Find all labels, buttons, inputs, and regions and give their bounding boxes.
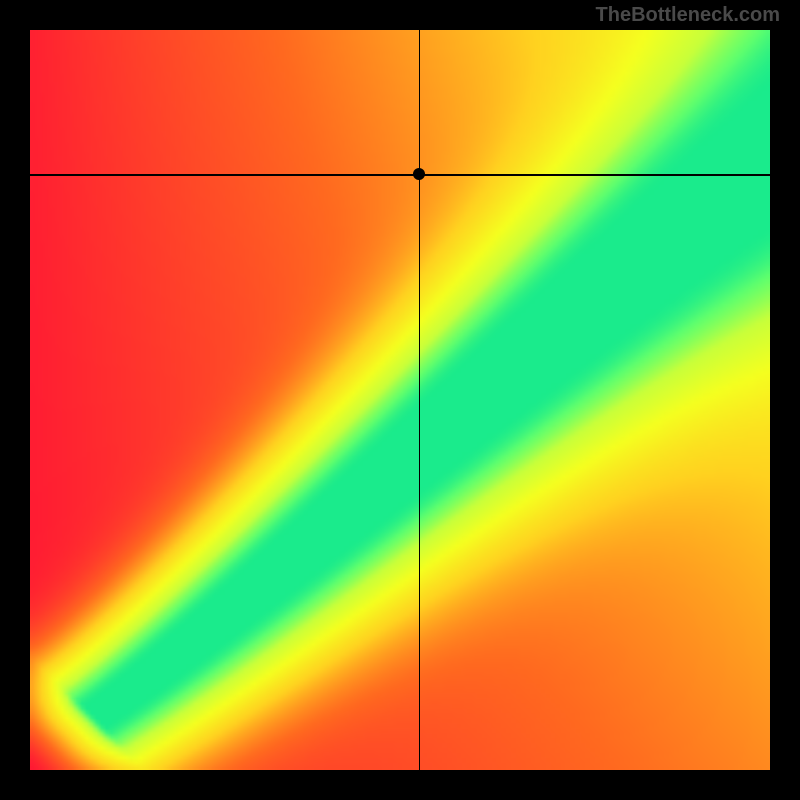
crosshair-vertical bbox=[419, 30, 421, 770]
heatmap-canvas bbox=[30, 30, 770, 770]
crosshair-horizontal bbox=[30, 174, 770, 176]
watermark-text: TheBottleneck.com bbox=[596, 4, 780, 27]
crosshair-marker bbox=[413, 168, 425, 180]
heatmap-plot bbox=[30, 30, 770, 770]
